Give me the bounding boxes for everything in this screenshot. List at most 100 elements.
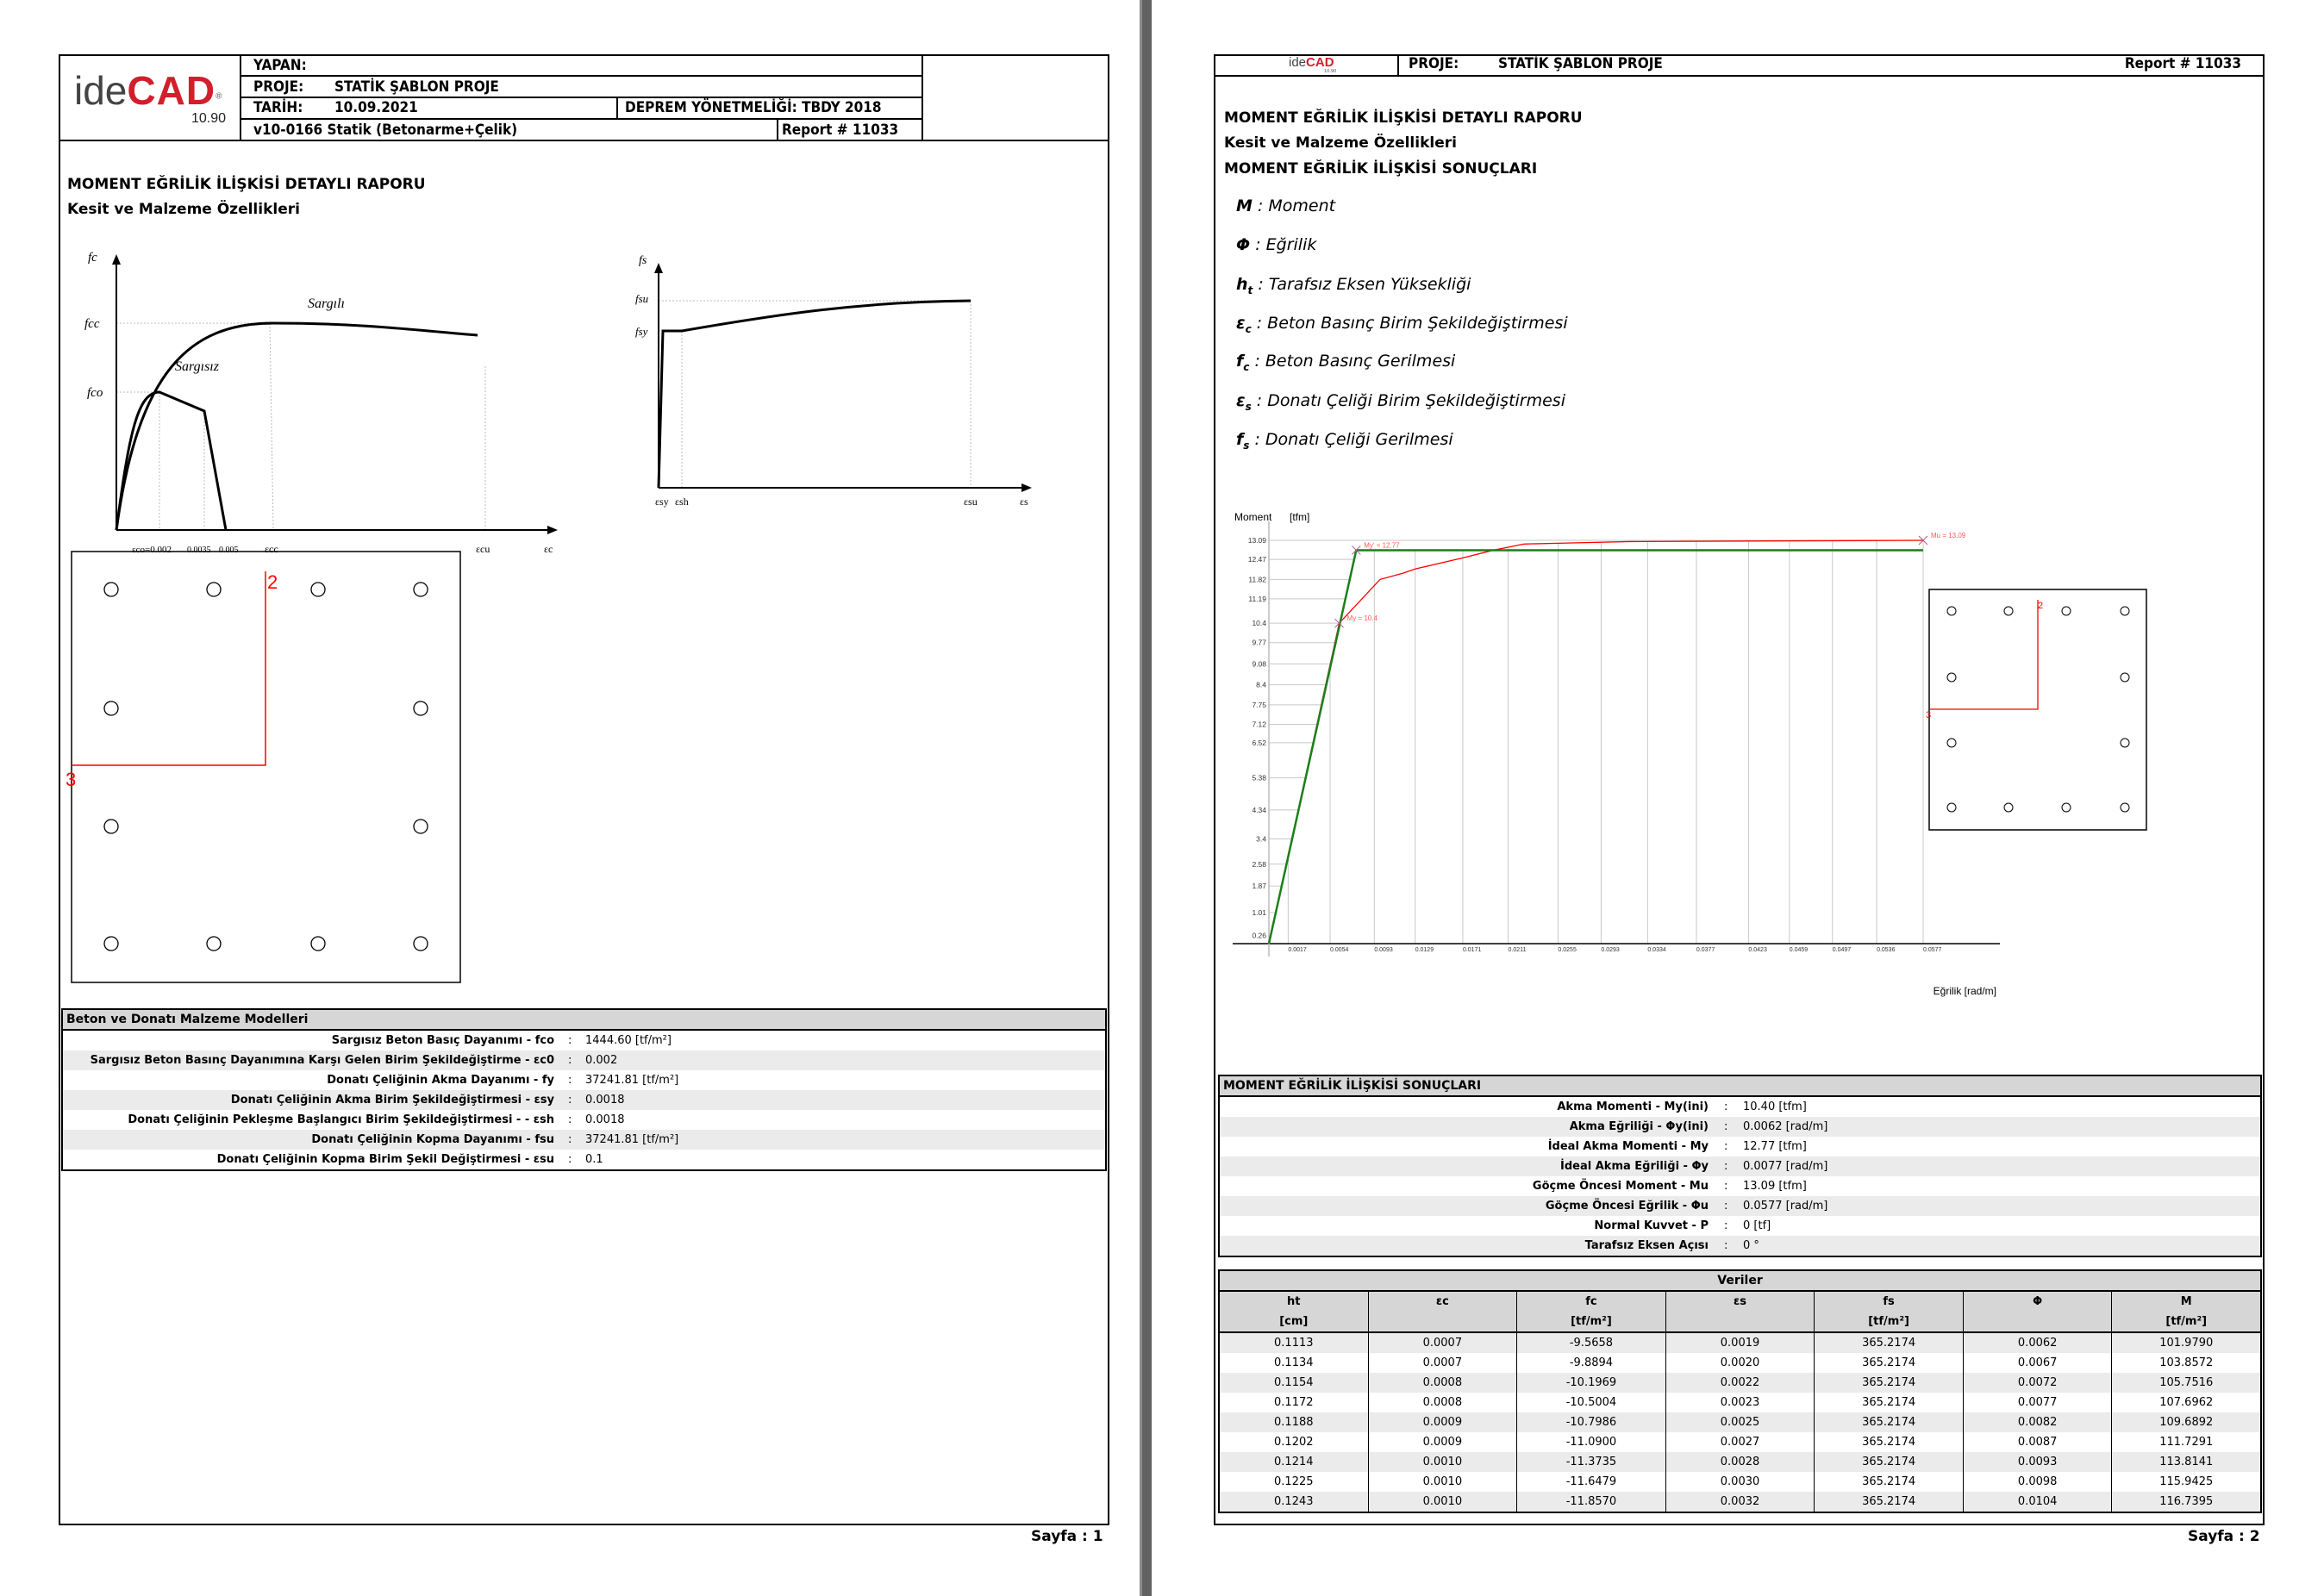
- moment-curvature-line: [1268, 539, 1924, 945]
- column-unit: [cm]: [1279, 1315, 1309, 1328]
- row-label: Göçme Öncesi Moment - Mu: [1532, 1180, 1709, 1193]
- rebar-icon: [413, 936, 428, 951]
- row-value: 0 °: [1743, 1239, 1759, 1252]
- table-cell: 0.1134: [1220, 1353, 1369, 1373]
- table-cell: 0.0007: [1369, 1353, 1518, 1373]
- y-tick-label: 4.34: [1252, 806, 1266, 814]
- x-tick-label: 0.0293: [1601, 947, 1620, 953]
- y-tick-label: 10.4: [1252, 619, 1266, 627]
- x-tick-label: 0.0211: [1509, 947, 1527, 953]
- y-tick-label: 11.19: [1248, 595, 1266, 603]
- row-value: 37241.81 [tf/m²]: [585, 1133, 679, 1146]
- row-colon: :: [568, 1074, 572, 1087]
- proje-value: STATİK ŞABLON PROJE: [334, 78, 499, 96]
- legend-symbol: h: [1236, 275, 1248, 294]
- column-name: Φ: [2033, 1295, 2043, 1308]
- cross-section-drawing: 2 3: [66, 551, 461, 983]
- proje-value: STATİK ŞABLON PROJE: [1498, 55, 1663, 72]
- x-tick-label: 0.0171: [1463, 947, 1482, 953]
- column-header: fc [tf/m²]: [1517, 1292, 1666, 1331]
- x-tick-label: 0.0459: [1790, 947, 1809, 953]
- table-cell: -10.1969: [1517, 1373, 1666, 1393]
- table-cell: 113.8141: [2159, 1456, 2214, 1468]
- x-tick-label: 0.0093: [1374, 947, 1393, 953]
- y-tick-label: 6.52: [1252, 739, 1266, 747]
- table-cell: 0.0027: [1666, 1432, 1815, 1452]
- y-tick-label: 12.47: [1248, 555, 1267, 564]
- confined-curve: [115, 321, 478, 531]
- table-cell: 0.0098: [1964, 1472, 2113, 1492]
- x-tick-label: 0.0129: [1415, 947, 1434, 953]
- y-tick-label: 7.75: [1252, 701, 1266, 709]
- column-header: fs [tf/m²]: [1815, 1292, 1964, 1331]
- table-cell: 365.2174: [1815, 1373, 1964, 1393]
- rebar-icon: [2061, 802, 2071, 813]
- rebar-icon: [206, 936, 222, 951]
- y-tick-label: 13.09: [1248, 536, 1267, 545]
- table-cell: 0.0067: [1964, 1353, 2113, 1373]
- legend-item: Φ : Eğrilik: [1236, 235, 1316, 257]
- material-models-table: Beton ve Donatı Malzeme Modelleri Sargıs…: [61, 1008, 1107, 1171]
- table-row: Sargısız Beton Basınç Dayanımına Karşı G…: [63, 1050, 1105, 1070]
- table-cell: 0.1243: [1220, 1492, 1369, 1512]
- legend-item: εs : Donatı Çeliği Birim Şekildeğiştirme…: [1236, 391, 1565, 413]
- table-cell: 116.7395: [2159, 1495, 2214, 1508]
- column-header: εc: [1369, 1292, 1518, 1331]
- rebar-icon: [1946, 738, 1957, 748]
- material-models-title: Beton ve Donatı Malzeme Modelleri: [63, 1010, 1105, 1031]
- table-cell: -10.5004: [1517, 1393, 1666, 1412]
- x-label-eco: εco=0.002: [132, 545, 172, 555]
- logo-version: 10.90: [191, 111, 227, 126]
- report-number: Report # 11033: [782, 122, 899, 139]
- table-row: Göçme Öncesi Eğrilik - Φu: 0.0577 [rad/m]: [1220, 1196, 2260, 1216]
- table-cell: -11.8570: [1517, 1492, 1666, 1512]
- proje-label: PROJE:: [253, 78, 304, 96]
- legend-item: εc : Beton Basınç Birim Şekildeğiştirmes…: [1236, 314, 1568, 335]
- legend-text: : Moment: [1252, 196, 1336, 215]
- table-cell: 0.0008: [1369, 1373, 1518, 1393]
- rebar-icon: [103, 701, 119, 716]
- table-cell: -9.8894: [1517, 1353, 1666, 1373]
- table-row: 0.1154 0.0008 -10.1969 0.0022 365.2174 0.0072…: [1220, 1373, 2260, 1393]
- table-cell: 0.0072: [1964, 1373, 2113, 1393]
- confined-label: Sargılı: [308, 296, 345, 311]
- rebar-icon: [2120, 606, 2130, 616]
- yapan-label: YAPAN:: [253, 57, 307, 74]
- row-value: 13.09 [tfm]: [1743, 1180, 1807, 1193]
- table-cell: 0.1225: [1220, 1472, 1369, 1492]
- table-cell: 0.0007: [1369, 1333, 1518, 1353]
- table-cell: 0.0022: [1666, 1373, 1815, 1393]
- legend-subscript: t: [1247, 284, 1253, 296]
- moment-curvature-chart: 0.26 1.01 1.87 2.58 3.4 4.34 5.38 6.52 7.12 7.75 8…: [1233, 511, 2000, 997]
- rebar-icon: [206, 582, 222, 597]
- row-label: Donatı Çeliğinin Kopma Birim Şekil Değiş…: [216, 1153, 554, 1166]
- legend-text: : Donatı Çeliği Birim Şekildeğiştirmesi: [1251, 391, 1565, 410]
- row-label: Normal Kuvvet - P: [1594, 1219, 1709, 1232]
- table-row: Donatı Çeliğinin Kopma Dayanımı - fsu:37…: [63, 1130, 1105, 1150]
- page-separator-scrollbar[interactable]: [1140, 0, 1152, 1596]
- legend-symbol: f: [1236, 430, 1244, 449]
- row-label: Akma Momenti - My(ini): [1557, 1100, 1709, 1113]
- logo-prefix: ide: [74, 68, 128, 113]
- row-colon: :: [568, 1054, 572, 1067]
- results-table-title: MOMENT EĞRİLİK İLİŞKİSİ SONUÇLARI: [1220, 1076, 2260, 1097]
- table-cell: 0.1113: [1220, 1333, 1369, 1353]
- table-cell: 0.0082: [1964, 1412, 2113, 1432]
- column-unit: [tf/m²]: [1571, 1315, 1612, 1328]
- logo-version-small: 10.90: [1324, 69, 1337, 74]
- table-row: Akma Momenti - My(ini): 10.40 [tfm]: [1220, 1097, 2260, 1117]
- rebar-icon: [413, 701, 428, 716]
- results-table: MOMENT EĞRİLİK İLİŞKİSİ SONUÇLARI Akma M…: [1218, 1075, 2262, 1257]
- table-cell: 0.1214: [1220, 1452, 1369, 1472]
- table-cell: 0.0008: [1369, 1393, 1518, 1412]
- row-value: 12.77 [tfm]: [1743, 1140, 1807, 1153]
- legend-text: : Beton Basınç Birim Şekildeğiştirmesi: [1251, 314, 1568, 333]
- fcc-label: fcc: [84, 317, 100, 331]
- row-colon: :: [1724, 1160, 1728, 1173]
- legend-item: fs : Donatı Çeliği Gerilmesi: [1236, 430, 1453, 452]
- fco-label: fco: [87, 386, 103, 400]
- fsu-label: fsu: [635, 292, 649, 305]
- fs-label: fs: [639, 254, 647, 267]
- column-unit: [tf/m²]: [2165, 1315, 2208, 1328]
- x-tick-label: 0.0497: [1833, 947, 1852, 953]
